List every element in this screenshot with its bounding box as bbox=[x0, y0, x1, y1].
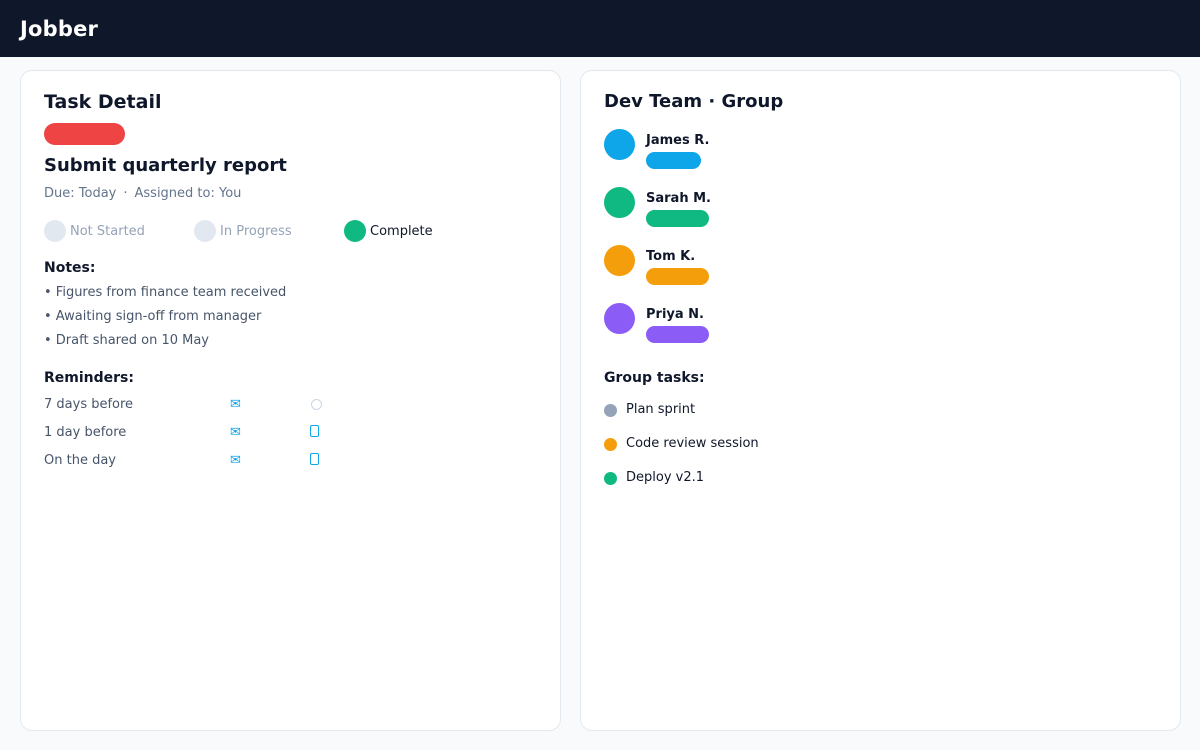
note-item: • Awaiting sign-off from manager bbox=[44, 309, 262, 324]
avatar bbox=[604, 245, 635, 276]
group-task-item[interactable]: Deploy v2.1 bbox=[604, 469, 759, 503]
group-task-item[interactable]: Plan sprint bbox=[604, 401, 759, 435]
group-tasks-label: Group tasks: bbox=[604, 370, 705, 386]
status-selector: Not Started In Progress Complete bbox=[44, 220, 524, 242]
mail-icon[interactable]: ✉ bbox=[230, 425, 241, 440]
status-label: Not Started bbox=[70, 223, 145, 239]
member-role-badge bbox=[646, 268, 709, 285]
meta-separator: · bbox=[123, 186, 128, 201]
mail-icon[interactable]: ✉ bbox=[230, 453, 241, 468]
status-option-in-progress[interactable]: In Progress bbox=[194, 220, 292, 242]
avatar bbox=[604, 187, 635, 218]
priority-badge bbox=[44, 123, 125, 145]
task-name: Submit quarterly report bbox=[44, 155, 287, 176]
status-dot-icon bbox=[604, 472, 617, 485]
mail-icon[interactable]: ✉ bbox=[230, 397, 241, 412]
assigned-text: Assigned to: You bbox=[134, 186, 242, 201]
reminder-label: On the day bbox=[44, 453, 116, 468]
status-radio-icon bbox=[44, 220, 66, 242]
top-bar: Jobber bbox=[0, 0, 1200, 57]
note-item: • Draft shared on 10 May bbox=[44, 333, 209, 348]
status-dot-icon bbox=[604, 404, 617, 417]
member-name: Sarah M. bbox=[646, 191, 711, 206]
reminder-label: 1 day before bbox=[44, 425, 127, 440]
reminder-row: 7 days before ✉ bbox=[44, 397, 344, 425]
note-item: • Figures from finance team received bbox=[44, 285, 287, 300]
group-heading: Dev Team · Group bbox=[604, 91, 784, 112]
task-meta: Due: Today · Assigned to: You bbox=[44, 186, 241, 201]
avatar bbox=[604, 303, 635, 334]
app-title: Jobber bbox=[20, 16, 99, 41]
member-name: Priya N. bbox=[646, 307, 704, 322]
member-role-badge bbox=[646, 210, 709, 227]
bell-icon[interactable] bbox=[310, 425, 319, 441]
notes-label: Notes: bbox=[44, 260, 96, 276]
status-option-not-started[interactable]: Not Started bbox=[44, 220, 145, 242]
member-item[interactable]: Priya N. bbox=[604, 303, 904, 347]
bell-icon[interactable] bbox=[310, 453, 319, 469]
status-radio-checked-icon bbox=[344, 220, 366, 242]
notes-list: • Figures from finance team received • A… bbox=[44, 285, 286, 357]
member-item[interactable]: Tom K. bbox=[604, 245, 904, 289]
status-label: In Progress bbox=[220, 223, 292, 239]
member-role-badge bbox=[646, 152, 701, 169]
reminder-row: 1 day before ✉ bbox=[44, 425, 344, 453]
group-task-label: Deploy v2.1 bbox=[626, 470, 705, 485]
reminder-label: 7 days before bbox=[44, 397, 134, 412]
reminders-table: 7 days before ✉ 1 day before ✉ On the da… bbox=[44, 397, 344, 481]
member-item[interactable]: Sarah M. bbox=[604, 187, 904, 231]
group-task-item[interactable]: Code review session bbox=[604, 435, 759, 469]
group-card: Dev Team · Group James R. Sarah M. Tom K… bbox=[580, 70, 1181, 731]
member-item[interactable]: James R. bbox=[604, 129, 904, 173]
status-label: Complete bbox=[370, 223, 433, 239]
reminders-label: Reminders: bbox=[44, 370, 134, 386]
group-tasks-list: Plan sprint Code review session Deploy v… bbox=[604, 401, 759, 503]
member-name: Tom K. bbox=[646, 249, 696, 264]
member-name: James R. bbox=[646, 133, 710, 148]
task-detail-heading: Task Detail bbox=[44, 91, 162, 113]
status-radio-icon bbox=[194, 220, 216, 242]
reminder-row: On the day ✉ bbox=[44, 453, 344, 481]
task-detail-card: Task Detail Submit quarterly report Due:… bbox=[20, 70, 561, 731]
group-task-label: Plan sprint bbox=[626, 402, 696, 417]
group-task-label: Code review session bbox=[626, 436, 759, 451]
due-text: Due: Today bbox=[44, 186, 117, 201]
member-role-badge bbox=[646, 326, 709, 343]
empty-circle-icon[interactable] bbox=[311, 399, 322, 410]
status-option-complete[interactable]: Complete bbox=[344, 220, 433, 242]
status-dot-icon bbox=[604, 438, 617, 451]
avatar bbox=[604, 129, 635, 160]
